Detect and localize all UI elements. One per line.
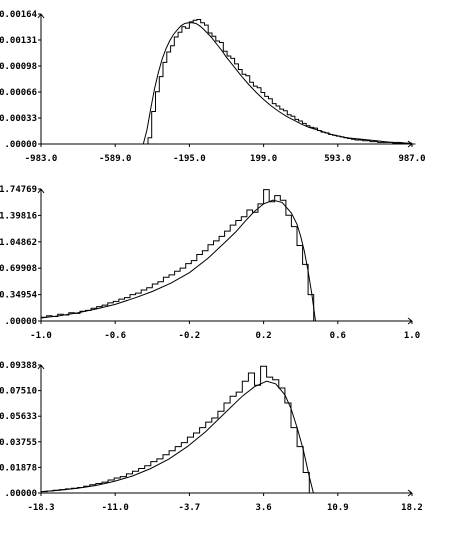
x-tick-label: 10.9 (327, 503, 349, 513)
y-tick-label: .00000 (4, 140, 37, 150)
y-tick-label: 0.09388 (0, 361, 37, 371)
y-tick-label: .00000 (4, 489, 37, 499)
y-tick-label: 0.69908 (0, 264, 37, 274)
x-tick-label: 0.2 (255, 331, 271, 341)
x-axis-arrow-icon (407, 489, 413, 497)
x-tick-label: 199.0 (250, 154, 277, 164)
x-tick-label: 0.6 (330, 331, 346, 341)
x-tick-label: -195.0 (173, 154, 206, 164)
chart-panel-3: -18.3 -11.0 -3.7 3.6 10.9 18.2 .00000 0.01878 0.… (0, 361, 423, 513)
y-tick-label: 1.39816 (0, 211, 37, 221)
y-tick-label: 1.74769 (0, 185, 37, 195)
x-tick-label: -983.0 (25, 154, 58, 164)
y-tick-label: .00000 (4, 317, 37, 327)
histogram-steps (147, 19, 416, 145)
x-tick-label: 593.0 (324, 154, 351, 164)
x-tick-label: 987.0 (398, 154, 425, 164)
y-tick-label: 0.05633 (0, 412, 37, 422)
x-tick-label: -3.7 (179, 503, 201, 513)
y-tick-label: 0.07510 (0, 387, 37, 397)
y-tick-label: 0.00164 (0, 10, 38, 20)
x-tick-label: 18.2 (401, 503, 423, 513)
x-tick-label: 1.0 (404, 331, 420, 341)
chart-panel-1: -983.0 -589.0 -195.0 199.0 593.0 987.0 .00000 0… (0, 10, 426, 164)
x-tick-label: 3.6 (255, 503, 271, 513)
fit-curve (40, 199, 316, 322)
x-tick-label: -1.0 (30, 331, 52, 341)
x-tick-label: -18.3 (27, 503, 54, 513)
x-tick-label: -11.0 (102, 503, 129, 513)
fit-curve (142, 22, 412, 145)
y-tick-label: 1.04862 (0, 238, 37, 248)
x-tick-label: -0.2 (179, 331, 201, 341)
histogram-steps (40, 189, 320, 322)
x-axis-arrow-icon (407, 317, 413, 325)
y-tick-label: 0.00131 (0, 36, 37, 46)
x-tick-label: -589.0 (99, 154, 132, 164)
fit-curve (40, 380, 314, 494)
y-tick-label: 0.00066 (0, 88, 37, 98)
x-tick-label: -0.6 (104, 331, 126, 341)
y-tick-label: 0.34954 (0, 291, 38, 301)
chart-panel-2: -1.0 -0.6 -0.2 0.2 0.6 1.0 .00000 0.34954 0.6990… (0, 185, 420, 341)
histogram-steps (40, 365, 316, 494)
y-axis-arrow-icon (37, 13, 45, 19)
y-tick-label: 0.01878 (0, 463, 37, 473)
y-tick-label: 0.00033 (0, 114, 37, 124)
y-axis-arrow-icon (37, 188, 45, 194)
y-axis-arrow-icon (37, 364, 45, 370)
y-tick-label: 0.00098 (0, 62, 37, 72)
y-tick-label: 0.03755 (0, 438, 37, 448)
